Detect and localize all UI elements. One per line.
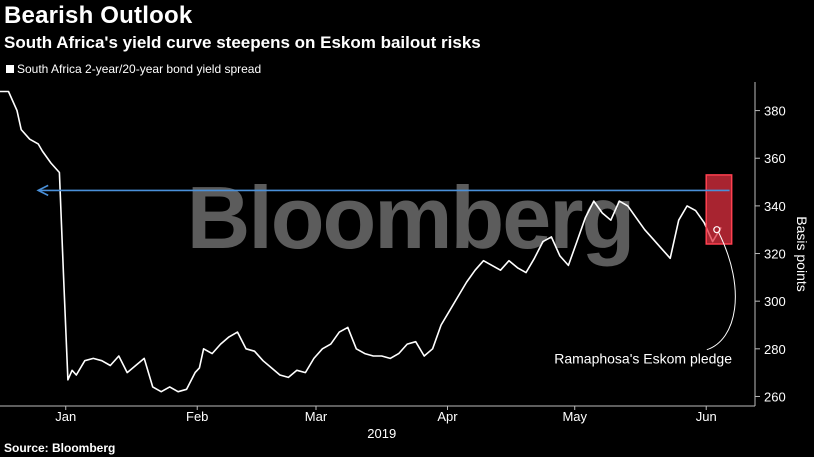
- watermark: Bloomberg: [187, 168, 633, 267]
- callout-marker: [713, 226, 721, 234]
- annotation-label: Ramaphosa's Eskom pledge: [554, 351, 732, 367]
- arrow-head: [36, 184, 49, 197]
- y-tick-label: 340: [764, 199, 786, 214]
- legend: South Africa 2-year/20-year bond yield s…: [6, 62, 261, 76]
- x-tick-label: Apr: [437, 409, 458, 424]
- x-tick-label: Jan: [55, 409, 76, 424]
- x-tick-label: Jun: [696, 409, 717, 424]
- legend-label: South Africa 2-year/20-year bond yield s…: [17, 62, 262, 76]
- y-tick-label: 380: [764, 104, 786, 119]
- y-tick-label: 300: [764, 294, 786, 309]
- callout-line: [706, 232, 736, 351]
- series-line: [0, 90, 722, 393]
- x-axis-label: 2019: [367, 426, 396, 441]
- chart-marks: 260 280 300 320 340 360 380 Jan Feb Mar Apr May Jun: [0, 82, 786, 424]
- source-note: Source: Bloomberg: [4, 441, 116, 455]
- y-tick-label: 360: [764, 151, 786, 166]
- x-tick-label: Feb: [186, 409, 208, 424]
- chart-title: Bearish Outlook: [4, 2, 193, 29]
- x-tick-label: Mar: [305, 409, 328, 424]
- x-tick-label: May: [562, 409, 587, 424]
- y-tick-label: 320: [764, 247, 786, 262]
- y-tick-label: 280: [764, 342, 786, 357]
- y-tick-label: 260: [764, 389, 786, 404]
- chart-subtitle: South Africa's yield curve steepens on E…: [4, 33, 481, 52]
- legend-swatch: [6, 65, 14, 73]
- y-axis-label: Basis points: [794, 216, 810, 291]
